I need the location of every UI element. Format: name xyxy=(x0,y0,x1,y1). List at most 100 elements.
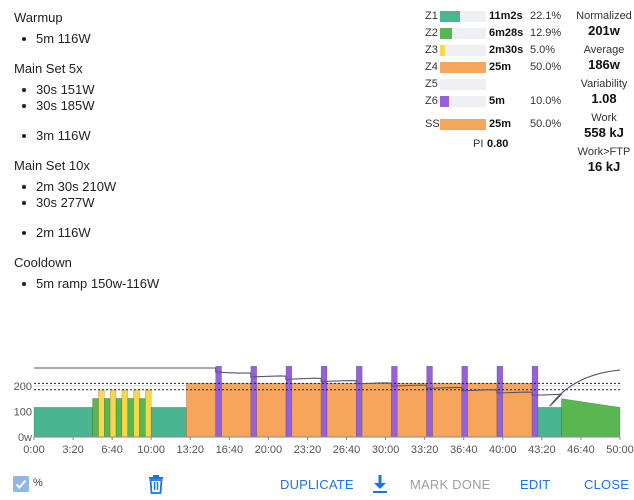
zone-time: 5m xyxy=(489,95,505,107)
zone-bar-fill xyxy=(440,119,486,130)
interval-210w xyxy=(432,383,463,438)
step-list: 2m 30s 210W 30s 277W 2m 116W xyxy=(14,179,414,241)
zone-time: 25m xyxy=(489,118,512,130)
interval-185w xyxy=(109,389,117,438)
zone-name: SS xyxy=(425,118,440,130)
workout-step: 2m 30s 210W xyxy=(22,179,414,195)
interval-151w xyxy=(139,398,146,438)
stat-label: Normalized xyxy=(576,10,632,22)
edit-button[interactable]: EDIT xyxy=(520,477,551,492)
step-list: 30s 151W 30s 185W 3m 116W xyxy=(14,82,414,144)
workout-section: Cooldown 5m ramp 150w-116W xyxy=(14,255,414,292)
zone-bar xyxy=(440,119,486,130)
workout-step: 5m ramp 150w-116W xyxy=(22,276,414,292)
x-tick-label: 33:20 xyxy=(411,444,439,456)
x-tick-label: 30:00 xyxy=(372,444,400,456)
x-tick-label: 50:00 xyxy=(606,444,634,456)
zone-time: 11m2s xyxy=(489,10,523,22)
close-button[interactable]: CLOSE xyxy=(584,477,630,492)
zone-name: Z3 xyxy=(425,44,438,56)
zone-bar-fill xyxy=(440,96,450,107)
zone-name: Z6 xyxy=(425,95,438,107)
section-title: Main Set 10x xyxy=(14,158,90,173)
zone-percent: 5.0% xyxy=(530,44,556,56)
interval-151w xyxy=(92,398,99,438)
x-tick-label: 20:00 xyxy=(255,444,283,456)
cooldown-ramp xyxy=(561,398,621,438)
zone-bar xyxy=(440,11,486,22)
percent-checkbox[interactable] xyxy=(13,476,29,492)
zone-percent: 50.0% xyxy=(530,118,562,130)
zone-bar xyxy=(440,28,486,39)
zone-percent: 22.1% xyxy=(530,10,562,22)
zone-bar xyxy=(440,96,486,107)
interval-210w xyxy=(397,383,427,438)
trash-icon xyxy=(149,475,163,494)
power-chart: 0w 100 200 0:00 3:20 6:40 10:00 13:20 16:40 20:00… xyxy=(14,365,634,456)
delete-button[interactable] xyxy=(148,474,164,497)
x-tick-label: 43:20 xyxy=(528,444,556,456)
zone-row-z4: Z4 25m 50.0% xyxy=(422,59,562,76)
interval-210w xyxy=(326,383,357,438)
stat-average: Average 186w xyxy=(568,44,634,72)
zone-bar xyxy=(440,79,486,90)
stat-value: 1.08 xyxy=(591,91,617,106)
interval-210w xyxy=(221,383,252,438)
pi-label: PI xyxy=(473,138,484,150)
zone-bar xyxy=(440,62,486,73)
zone-bar-fill xyxy=(440,11,461,22)
interval-151w xyxy=(127,398,134,438)
check-icon xyxy=(15,479,27,489)
y-tick-label: 200 xyxy=(14,381,32,393)
workout-step: 3m 116W xyxy=(22,128,414,144)
interval-185w xyxy=(145,389,152,438)
x-tick-label: 0:00 xyxy=(23,444,44,456)
duplicate-button[interactable]: DUPLICATE xyxy=(280,477,354,492)
zone-name: Z5 xyxy=(425,78,438,90)
download-icon xyxy=(373,475,387,493)
interval-277w xyxy=(531,365,539,438)
zone-bar-fill xyxy=(440,28,452,39)
y-tick-label: 100 xyxy=(14,406,32,418)
stat-label: Work xyxy=(591,112,617,124)
stats-panel: Normalized 201w Average 186w Variability 1.08… xyxy=(568,10,634,180)
recovery-block xyxy=(150,407,187,438)
stat-value: 186w xyxy=(588,57,620,72)
zone-percent: 12.9% xyxy=(530,27,562,39)
zone-row-z5: Z5 xyxy=(422,76,562,93)
stat-value: 16 kJ xyxy=(587,159,621,174)
zone-table: Z1 11m2s 22.1% Z2 6m28s 12.9% Z3 2m30s 5.0% Z4 25m… xyxy=(422,8,562,153)
interval-210w xyxy=(256,383,287,438)
interval-151w xyxy=(104,398,111,438)
stat-work-ftp: Work>FTP 16 kJ xyxy=(568,146,634,174)
stat-label: Variability xyxy=(580,78,628,90)
x-tick-label: 26:40 xyxy=(333,444,361,456)
interval-185w xyxy=(98,389,105,438)
zone-row-z1: Z1 11m2s 22.1% xyxy=(422,8,562,25)
stat-variability: Variability 1.08 xyxy=(568,78,634,106)
zone-bar-fill xyxy=(440,45,445,56)
step-list: 5m 116W xyxy=(14,31,414,47)
pi-row: PI 0.80 xyxy=(422,135,562,153)
zone-percent: 50.0% xyxy=(530,61,562,73)
interval-210w xyxy=(467,383,498,438)
zone-time: 25m xyxy=(489,61,512,73)
workout-step: 30s 185W xyxy=(22,98,414,114)
section-title: Cooldown xyxy=(14,255,72,270)
x-tick-label: 46:40 xyxy=(567,444,595,456)
interval-210w xyxy=(291,383,322,438)
interval-210w xyxy=(186,383,216,438)
percent-label: % xyxy=(33,477,43,489)
interval-277w xyxy=(355,365,363,438)
interval-277w xyxy=(285,365,293,438)
recovery-block xyxy=(537,407,562,438)
workout-step: 5m 116W xyxy=(22,31,414,47)
step-list: 5m ramp 150w-116W xyxy=(14,276,414,292)
interval-277w xyxy=(496,365,504,438)
mark-done-button[interactable]: MARK DONE xyxy=(410,477,491,492)
download-button[interactable] xyxy=(372,474,388,497)
stat-work: Work 558 kJ xyxy=(568,112,634,140)
section-title: Main Set 5x xyxy=(14,61,83,76)
zone-name: Z4 xyxy=(425,61,438,73)
pi-value: 0.80 xyxy=(487,138,509,150)
